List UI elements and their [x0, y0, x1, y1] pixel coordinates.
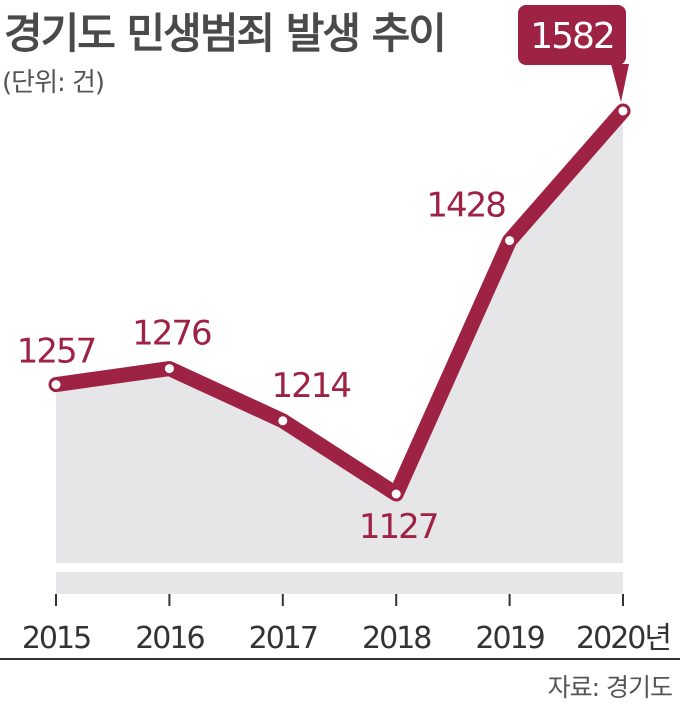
x-tick-label: 2019: [475, 621, 543, 656]
data-label: 1428: [426, 186, 505, 226]
callout-pointer: [611, 63, 629, 102]
data-point: [616, 104, 630, 118]
chart-title: 경기도 민생범죄 발생 추이: [4, 9, 447, 58]
source-note: 자료: 경기도: [547, 673, 673, 702]
data-label: 1127: [359, 507, 438, 547]
x-tick-label: 2016: [135, 621, 204, 656]
unit-note: (단위: 건): [2, 68, 105, 98]
line-area-chart: 2015 2016 2017 2018 2019 2020년 1257 1276 1214 11…: [17, 4, 672, 656]
x-tick-label: 2015: [22, 621, 90, 656]
callout-label: 1582: [530, 16, 614, 57]
data-label: 1257: [17, 332, 96, 372]
series-line: [48, 103, 631, 502]
data-point: [162, 362, 176, 376]
x-tick-label: 2018: [362, 621, 431, 656]
callout-box: [518, 4, 626, 65]
data-label: 1276: [132, 314, 211, 354]
data-labels: 1257 1276 1214 1127 1428: [17, 186, 507, 547]
data-label: 1214: [272, 366, 351, 406]
data-points: [49, 104, 630, 501]
data-point: [49, 378, 63, 392]
x-axis: 2015 2016 2017 2018 2019 2020년: [22, 572, 672, 656]
bottom-rule: [0, 658, 680, 660]
data-point: [276, 414, 290, 428]
highlight-callout: 1582: [518, 4, 629, 102]
x-tick-label: 2017: [249, 621, 317, 656]
area-fill: [56, 111, 623, 563]
data-point: [389, 487, 403, 501]
area-fill-layer: [56, 111, 623, 563]
x-axis-band: [56, 572, 623, 594]
x-tick-label: 2020년: [576, 621, 670, 656]
series-line-layer: [48, 103, 631, 502]
data-point: [503, 234, 517, 248]
